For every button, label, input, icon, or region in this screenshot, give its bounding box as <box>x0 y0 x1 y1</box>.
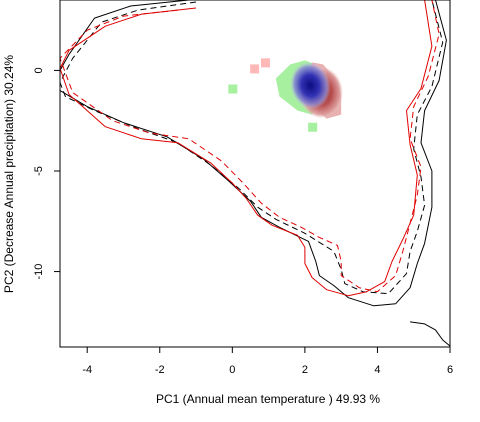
contour-black-solid <box>60 0 447 307</box>
y-axis: 0 -5 -10 <box>33 67 60 280</box>
contour-layer <box>60 0 450 347</box>
density-cell <box>260 58 270 68</box>
x-axis-label: PC1 (Annual mean temperature ) 49.93 % <box>156 392 380 406</box>
y-tick-label: -10 <box>33 264 45 280</box>
y-tick-label: -5 <box>33 166 45 176</box>
y-axis-label: PC2 (Decrease Annual precipitation) 30.2… <box>2 55 16 293</box>
density-layer <box>228 58 344 132</box>
x-tick-label: -4 <box>82 364 92 376</box>
contour-black-solid <box>410 321 450 347</box>
x-axis: -4 -2 0 2 4 6 <box>82 346 453 376</box>
density-cell <box>228 84 238 94</box>
contour-black-dashed <box>60 0 444 295</box>
contour-red-solid <box>60 0 433 297</box>
contour-red-dashed <box>60 0 440 293</box>
y-tick-label: 0 <box>33 67 45 73</box>
density-cell <box>250 64 260 74</box>
x-tick-label: 6 <box>447 364 453 376</box>
x-tick-label: 4 <box>374 364 380 376</box>
x-tick-label: -2 <box>155 364 165 376</box>
plot-area <box>60 0 450 347</box>
x-tick-label: 0 <box>229 364 235 376</box>
density-cell <box>308 122 318 132</box>
x-tick-label: 2 <box>302 364 308 376</box>
blue-density-core <box>290 61 331 110</box>
